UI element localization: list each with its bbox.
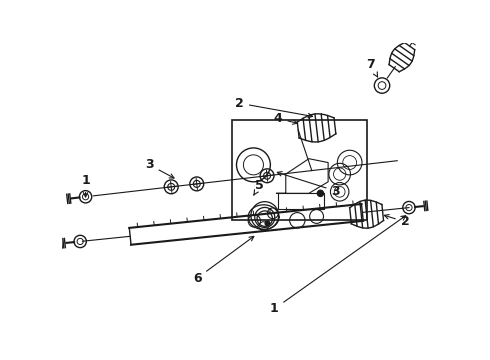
Text: 5: 5 — [254, 179, 264, 195]
Text: 2: 2 — [235, 97, 313, 118]
Text: 7: 7 — [366, 58, 378, 77]
Circle shape — [318, 190, 323, 197]
Text: 3: 3 — [145, 158, 174, 178]
Text: 3: 3 — [277, 172, 340, 198]
Circle shape — [265, 221, 270, 226]
Text: 6: 6 — [193, 237, 254, 284]
Text: 1: 1 — [81, 174, 90, 197]
Text: 4: 4 — [274, 112, 297, 125]
Text: 2: 2 — [384, 215, 410, 228]
Bar — [232, 120, 367, 220]
Text: 1: 1 — [270, 216, 406, 315]
